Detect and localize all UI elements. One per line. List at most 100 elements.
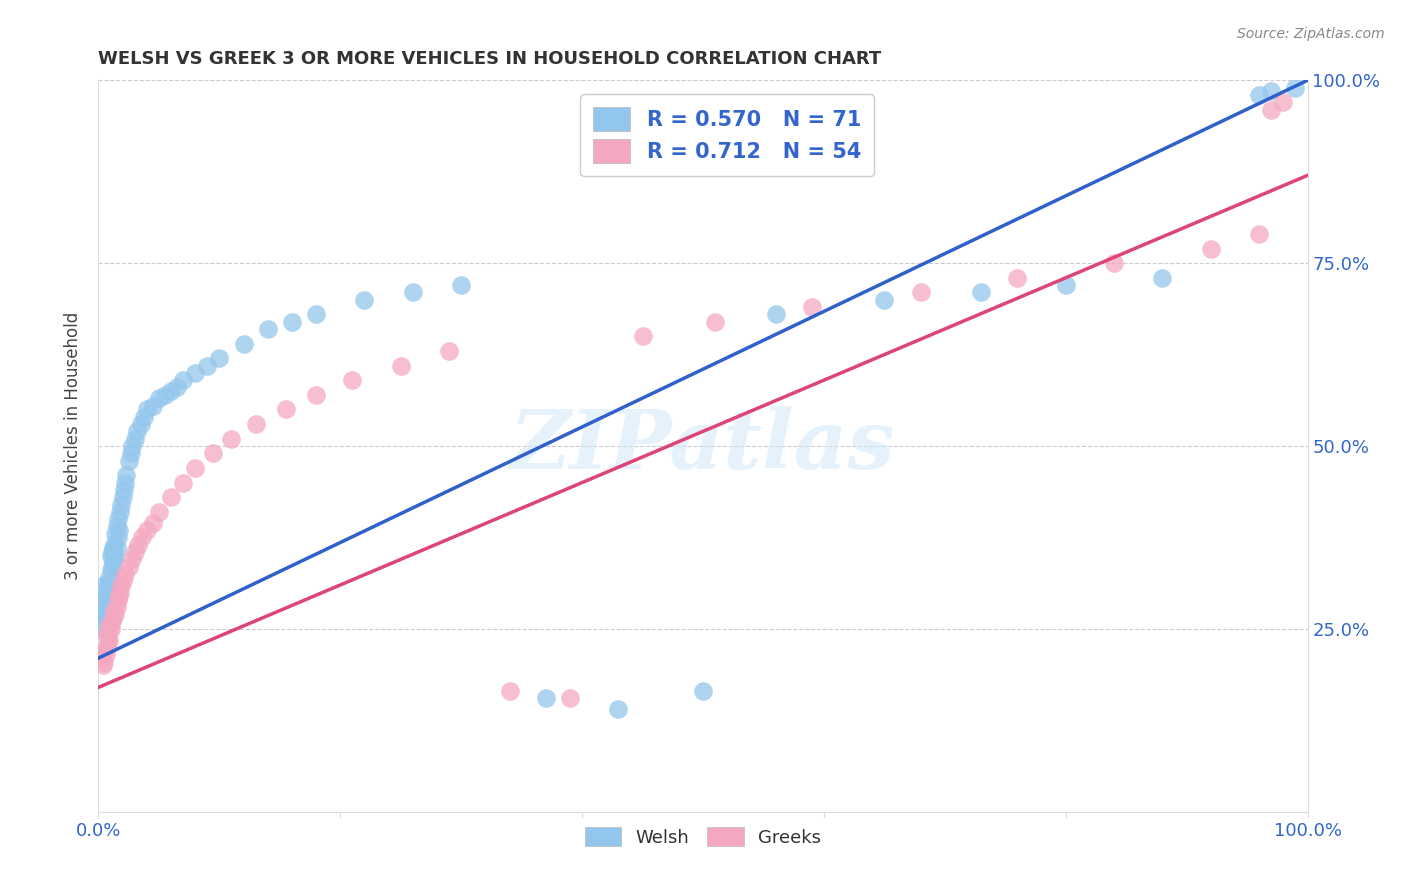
- Point: [97, 578, 120, 592]
- Point: [112, 483, 135, 497]
- Point: [202, 446, 225, 460]
- Point: [342, 373, 364, 387]
- Point: [184, 366, 207, 380]
- Point: [108, 585, 131, 599]
- Point: [104, 607, 127, 622]
- Point: [107, 512, 129, 526]
- Point: [121, 439, 143, 453]
- Point: [221, 432, 243, 446]
- Point: [103, 603, 125, 617]
- Point: [402, 285, 425, 300]
- Point: [114, 475, 136, 490]
- Point: [127, 425, 149, 439]
- Point: [101, 611, 124, 625]
- Point: [93, 655, 115, 669]
- Point: [94, 607, 117, 622]
- Point: [765, 307, 787, 321]
- Point: [1284, 80, 1306, 95]
- Point: [108, 505, 131, 519]
- Point: [124, 545, 146, 559]
- Point: [91, 651, 114, 665]
- Point: [800, 300, 823, 314]
- Point: [93, 578, 115, 592]
- Text: ZIPatlas: ZIPatlas: [510, 406, 896, 486]
- Point: [98, 632, 121, 647]
- Text: Source: ZipAtlas.com: Source: ZipAtlas.com: [1237, 27, 1385, 41]
- Point: [105, 519, 128, 533]
- Point: [172, 475, 194, 490]
- Point: [100, 545, 122, 559]
- Point: [1199, 242, 1222, 256]
- Point: [208, 351, 231, 366]
- Point: [1054, 278, 1077, 293]
- Point: [195, 359, 218, 373]
- Y-axis label: 3 or more Vehicles in Household: 3 or more Vehicles in Household: [65, 312, 83, 580]
- Point: [120, 446, 142, 460]
- Point: [305, 388, 328, 402]
- Point: [98, 618, 121, 632]
- Point: [389, 359, 412, 373]
- Point: [873, 293, 896, 307]
- Point: [91, 658, 114, 673]
- Point: [91, 592, 114, 607]
- Point: [91, 607, 114, 622]
- Point: [184, 461, 207, 475]
- Point: [558, 691, 581, 706]
- Point: [129, 417, 152, 431]
- Point: [134, 409, 156, 424]
- Point: [100, 622, 122, 636]
- Point: [98, 582, 121, 596]
- Point: [153, 388, 176, 402]
- Point: [100, 549, 122, 563]
- Point: [450, 278, 472, 293]
- Point: [631, 329, 654, 343]
- Point: [131, 530, 153, 544]
- Point: [1260, 103, 1282, 117]
- Point: [101, 541, 124, 556]
- Point: [274, 402, 297, 417]
- Point: [96, 585, 118, 599]
- Point: [160, 384, 183, 399]
- Point: [100, 563, 122, 577]
- Point: [115, 468, 138, 483]
- Point: [94, 648, 117, 662]
- Point: [1249, 227, 1271, 241]
- Point: [232, 336, 254, 351]
- Point: [172, 373, 194, 387]
- Point: [108, 523, 131, 537]
- Point: [1102, 256, 1125, 270]
- Point: [127, 538, 149, 552]
- Point: [1272, 95, 1295, 110]
- Point: [98, 571, 121, 585]
- Point: [148, 392, 170, 406]
- Point: [100, 559, 122, 574]
- Point: [104, 526, 127, 541]
- Point: [1007, 270, 1029, 285]
- Point: [93, 644, 115, 658]
- Point: [111, 490, 134, 504]
- Point: [121, 552, 143, 566]
- Point: [96, 599, 118, 614]
- Point: [96, 629, 118, 643]
- Point: [534, 691, 557, 706]
- Point: [97, 592, 120, 607]
- Point: [148, 505, 170, 519]
- Point: [100, 615, 122, 629]
- Point: [100, 574, 122, 589]
- Point: [692, 684, 714, 698]
- Point: [256, 322, 278, 336]
- Point: [142, 399, 165, 413]
- Point: [111, 574, 134, 589]
- Point: [970, 285, 993, 300]
- Legend: Welsh, Greeks: Welsh, Greeks: [578, 820, 828, 854]
- Point: [607, 702, 630, 716]
- Point: [118, 559, 141, 574]
- Point: [105, 541, 128, 556]
- Point: [94, 589, 117, 603]
- Point: [118, 453, 141, 467]
- Point: [142, 516, 165, 530]
- Point: [135, 523, 157, 537]
- Point: [103, 552, 125, 566]
- Point: [114, 567, 136, 582]
- Point: [93, 611, 115, 625]
